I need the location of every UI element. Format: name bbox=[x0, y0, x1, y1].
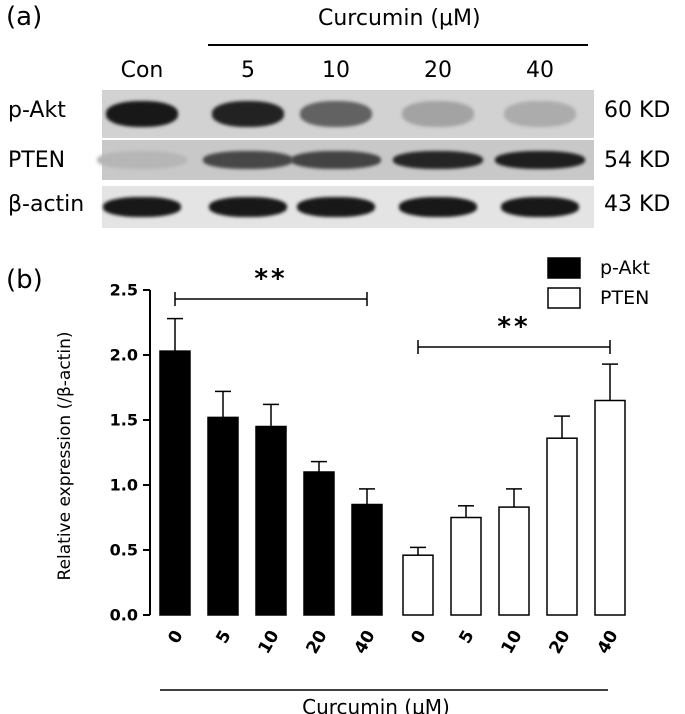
bar-pten-0 bbox=[402, 554, 434, 616]
treatment-bracket-line bbox=[208, 44, 588, 46]
significance-markers: ** ** bbox=[174, 264, 611, 354]
blot-band-beta-actin-lane-4 bbox=[399, 197, 477, 217]
bar-pten-10 bbox=[498, 506, 530, 616]
y-tick-label: 0.5 bbox=[110, 541, 138, 560]
blot-band-beta-actin-lane-1 bbox=[103, 197, 181, 217]
bar-pten-5 bbox=[450, 516, 482, 616]
bar-p-akt-40 bbox=[351, 503, 383, 616]
bar-p-akt-10 bbox=[255, 425, 287, 616]
x-tick-label: 10 bbox=[255, 627, 284, 658]
x-tick-label: 40 bbox=[351, 627, 380, 658]
significance-stars: ** bbox=[497, 312, 530, 342]
blot-treatment-title: Curcumin (μM) bbox=[318, 6, 481, 31]
x-tick-label: 5 bbox=[455, 627, 478, 647]
legend-label-p-akt: p-Akt bbox=[600, 257, 650, 279]
legend-swatch-pten bbox=[547, 287, 581, 309]
blot-band-beta-actin-lane-2 bbox=[209, 197, 287, 217]
blot-band-p-akt-lane-2 bbox=[212, 101, 284, 127]
row-label-beta-actin: β-actin bbox=[8, 192, 85, 217]
lane-label-con: Con bbox=[120, 58, 164, 83]
size-label-60kd: 60 KD bbox=[604, 98, 671, 123]
size-label-54kd: 54 KD bbox=[604, 148, 671, 173]
y-tick-label: 2.0 bbox=[110, 346, 138, 365]
x-tick-label: 40 bbox=[594, 627, 623, 658]
chart-legend: p-Akt PTEN bbox=[547, 257, 650, 309]
bar-pten-40 bbox=[594, 399, 626, 616]
blot-band-p-akt-lane-4 bbox=[402, 101, 474, 127]
blot-band-beta-actin-lane-3 bbox=[297, 197, 375, 217]
legend-swatch-p-akt bbox=[547, 257, 581, 279]
panel-b-label: (b) bbox=[6, 265, 43, 295]
blot-band-pten-lane-3 bbox=[291, 151, 381, 169]
x-axis-ticks: 0 5 10 20 40 0 5 10 20 40 bbox=[164, 627, 622, 658]
relative-expression-chart: (b) Relative expression (/β-actin) 0.00.… bbox=[6, 257, 650, 714]
lane-label-40: 40 bbox=[526, 58, 554, 83]
bar-p-akt-20 bbox=[303, 471, 335, 616]
legend-label-pten: PTEN bbox=[600, 287, 649, 309]
blot-band-pten-lane-1 bbox=[97, 151, 187, 169]
lane-label-10: 10 bbox=[322, 58, 350, 83]
bar-pten-20 bbox=[546, 437, 578, 616]
bar-p-akt-0 bbox=[159, 350, 191, 616]
x-axis-title: Curcumin (μM) bbox=[302, 695, 450, 714]
y-tick-label: 1.0 bbox=[110, 476, 138, 495]
panel-a-label: (a) bbox=[6, 2, 43, 32]
x-tick-label: 5 bbox=[212, 627, 235, 647]
y-axis: 0.0 0.5 1.0 1.5 2.0 2.5 bbox=[110, 281, 151, 625]
blot-band-pten-lane-4 bbox=[393, 151, 483, 169]
blot-band-pten-lane-2 bbox=[203, 151, 293, 169]
error-bars bbox=[167, 317, 618, 556]
x-tick-label: 0 bbox=[407, 627, 430, 647]
y-tick-label: 1.5 bbox=[110, 411, 138, 430]
x-tick-label: 0 bbox=[164, 627, 187, 647]
row-label-pten: PTEN bbox=[8, 148, 66, 173]
y-tick-label: 2.5 bbox=[110, 281, 138, 300]
blot-band-pten-lane-5 bbox=[495, 151, 585, 169]
x-tick-label: 10 bbox=[498, 627, 527, 658]
blot-band-beta-actin-lane-5 bbox=[501, 197, 579, 217]
size-label-43kd: 43 KD bbox=[604, 192, 671, 217]
x-tick-label: 20 bbox=[546, 627, 575, 658]
significance-stars: ** bbox=[254, 264, 287, 294]
blot-band-p-akt-lane-3 bbox=[300, 101, 372, 127]
western-blot-panel: (a) Curcumin (μM) Con 5 10 20 40 p-Akt P… bbox=[0, 0, 685, 240]
row-label-p-akt: p-Akt bbox=[8, 98, 66, 123]
lane-label-5: 5 bbox=[241, 58, 255, 83]
bar-series bbox=[159, 350, 626, 616]
x-tick-label: 20 bbox=[303, 627, 332, 658]
y-tick-label: 0.0 bbox=[110, 606, 138, 625]
lane-label-20: 20 bbox=[424, 58, 452, 83]
y-axis-title: Relative expression (/β-actin) bbox=[55, 332, 75, 581]
blot-band-p-akt-lane-1 bbox=[106, 101, 178, 127]
bar-p-akt-5 bbox=[207, 416, 239, 616]
blot-band-p-akt-lane-5 bbox=[504, 101, 576, 127]
